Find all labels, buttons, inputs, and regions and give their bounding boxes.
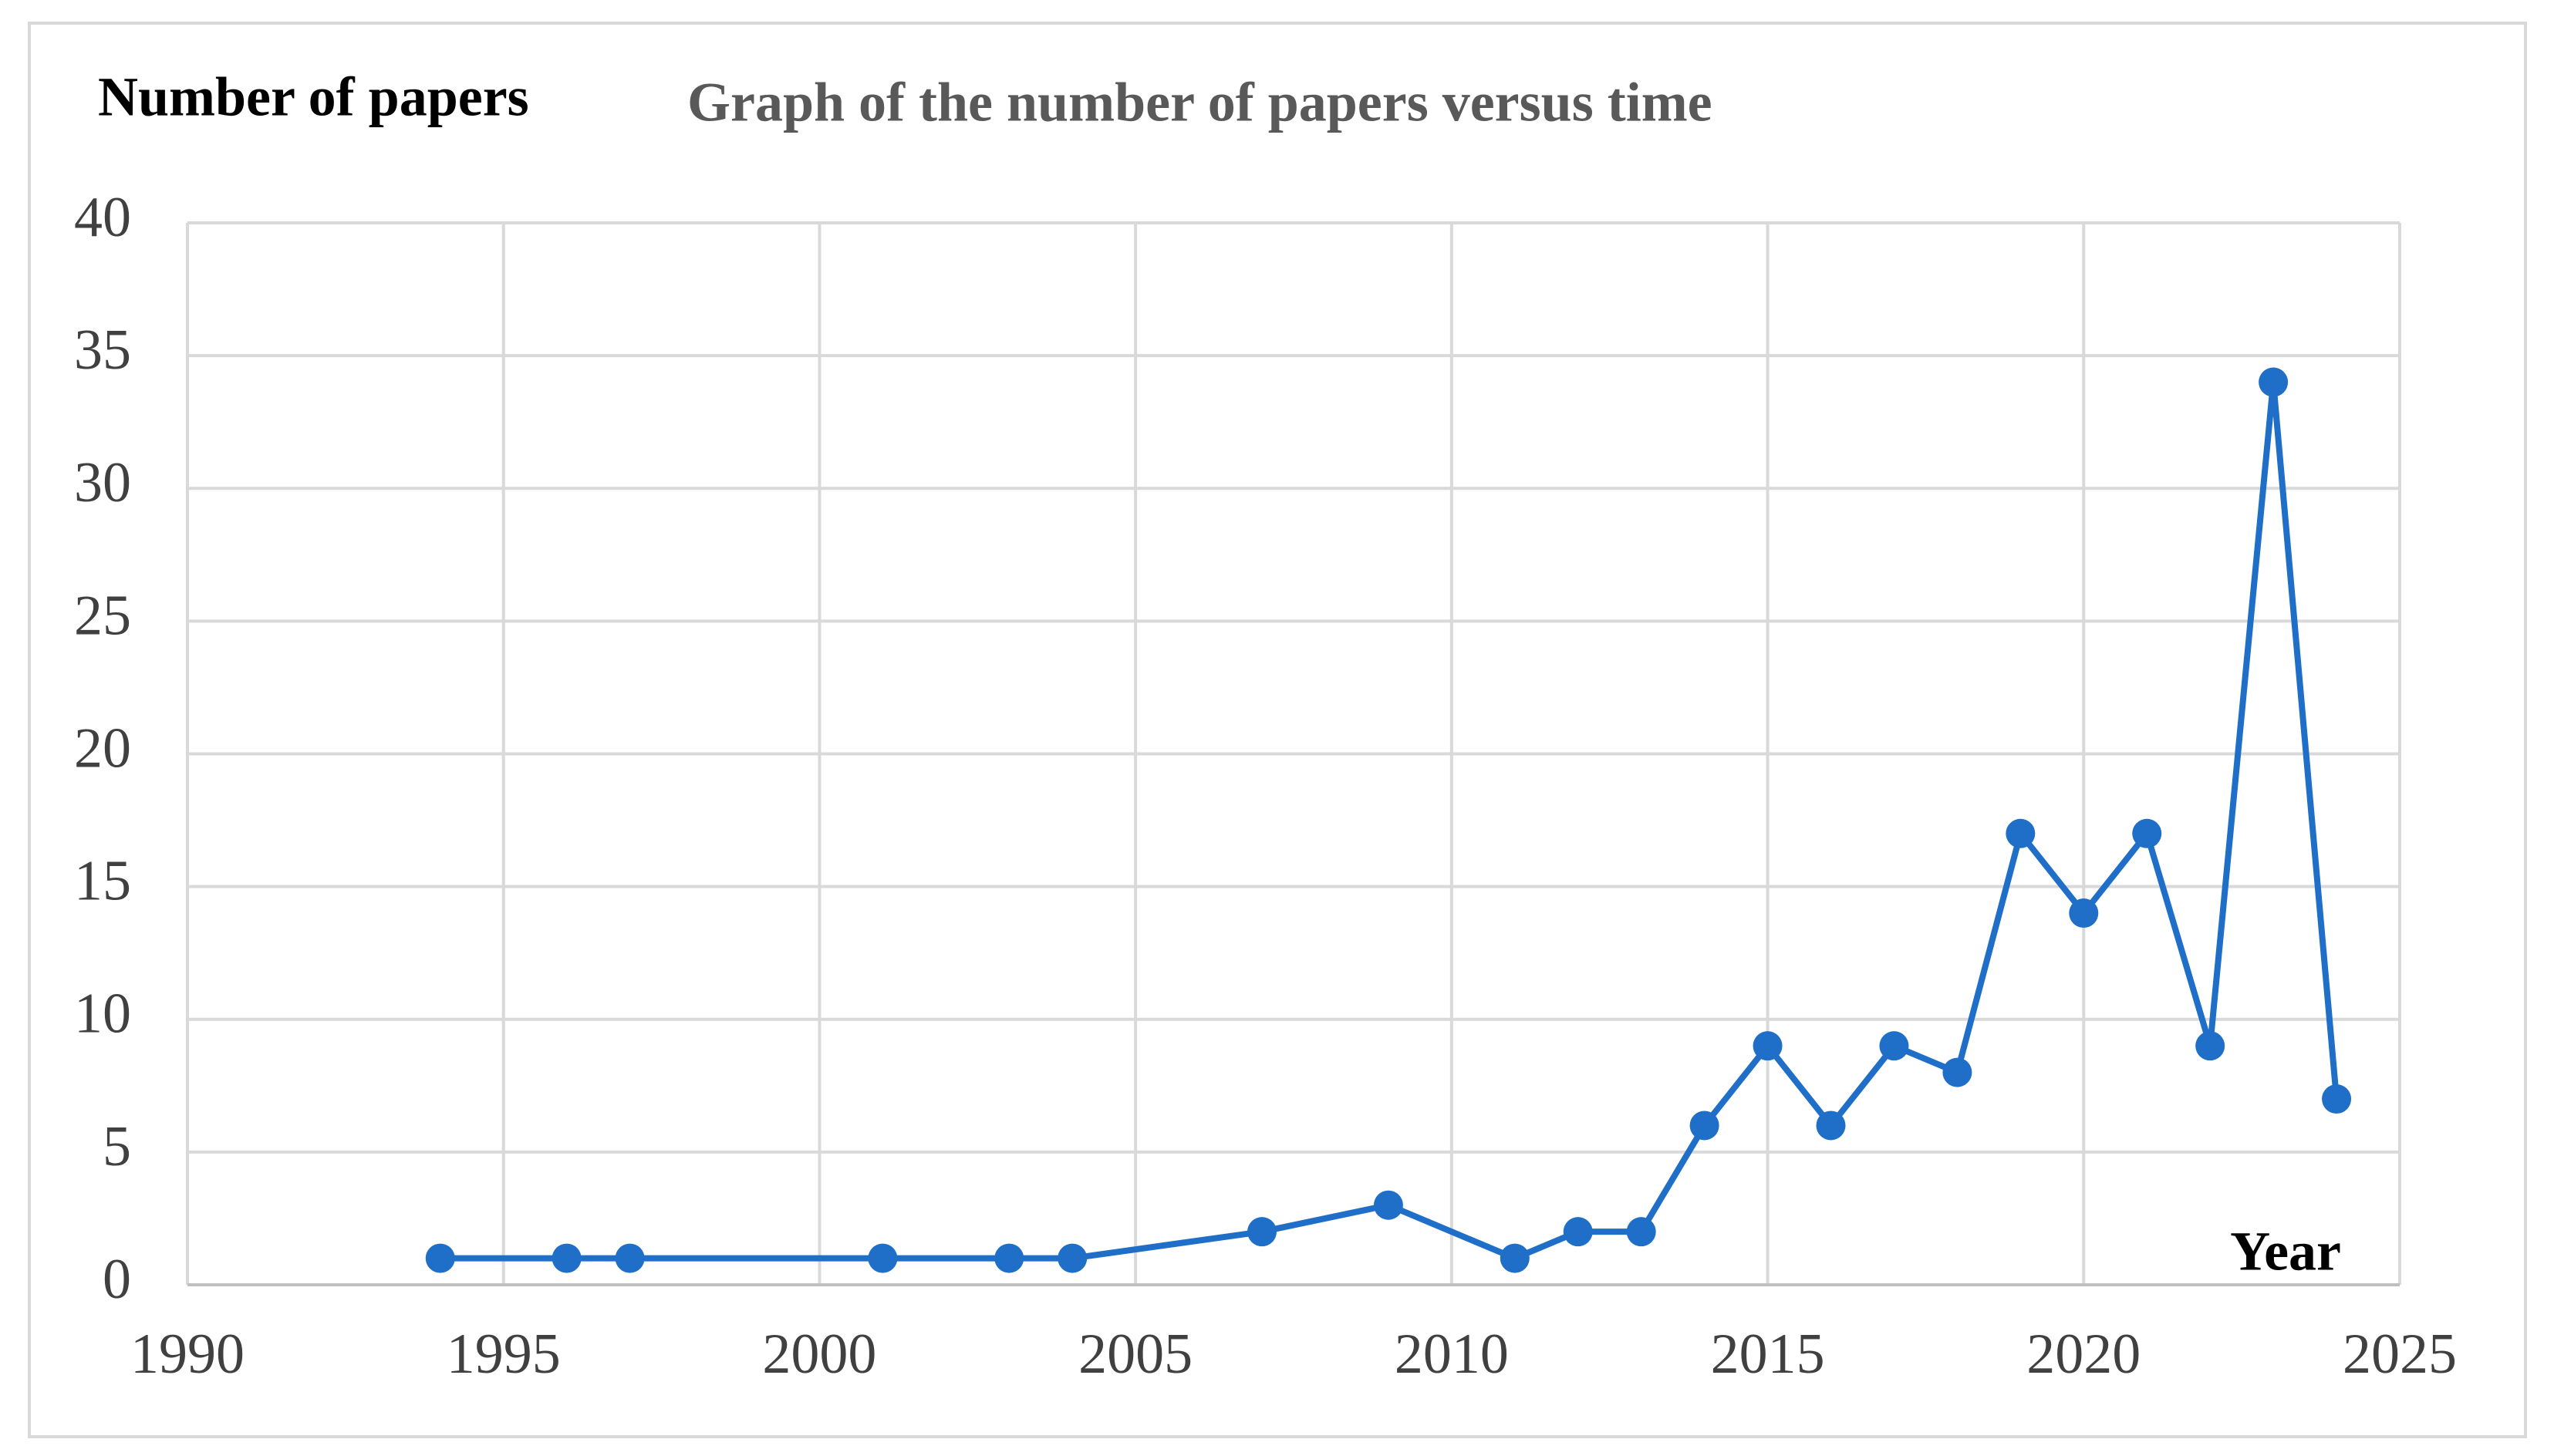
data-point: [1373, 1190, 1403, 1220]
x-tick-label: 1995: [447, 1323, 561, 1386]
x-tick-label: 2025: [2343, 1323, 2457, 1386]
x-tick-label: 2020: [2026, 1323, 2141, 1386]
data-point: [2132, 818, 2162, 848]
x-tick-label: 2000: [762, 1323, 876, 1386]
y-tick-label: 20: [74, 716, 131, 780]
y-tick-label: 15: [74, 850, 131, 913]
data-point: [1879, 1031, 1909, 1061]
data-point: [1563, 1217, 1593, 1247]
y-tick-label: 5: [103, 1115, 131, 1178]
y-tick-label: 0: [103, 1248, 131, 1311]
y-tick-label: 25: [74, 584, 131, 647]
chart-title: Graph of the number of papers versus tim…: [687, 72, 1712, 133]
data-point: [2006, 818, 2036, 848]
data-point: [1942, 1057, 1972, 1087]
y-tick-label: 35: [74, 318, 131, 382]
y-axis-label: Number of papers: [98, 66, 529, 128]
data-point: [1247, 1217, 1277, 1247]
data-point: [2259, 367, 2289, 397]
data-line: [440, 379, 2340, 1262]
y-tick-label: 40: [74, 186, 131, 249]
data-point: [2195, 1031, 2225, 1061]
data-point: [1816, 1111, 1846, 1141]
x-tick-label: 2005: [1078, 1323, 1193, 1386]
data-point: [994, 1243, 1024, 1273]
data-point: [868, 1243, 898, 1273]
data-point: [615, 1243, 645, 1273]
x-tick-label: 1990: [130, 1323, 245, 1386]
y-tick-label: 10: [74, 982, 131, 1046]
data-point: [552, 1243, 582, 1273]
data-point: [1500, 1243, 1530, 1273]
x-tick-label: 2015: [1711, 1323, 1825, 1386]
y-tick-label: 30: [74, 451, 131, 514]
x-tick-label: 2010: [1395, 1323, 1509, 1386]
data-point: [2322, 1084, 2352, 1114]
data-point: [1689, 1111, 1719, 1141]
data-point: [1753, 1031, 1783, 1061]
data-point: [425, 1243, 455, 1273]
data-point: [1058, 1243, 1088, 1273]
x-axis-label: Year: [2230, 1221, 2341, 1282]
data-point: [2069, 898, 2099, 929]
chart-frame: [28, 22, 2527, 1438]
data-point: [1626, 1217, 1656, 1247]
